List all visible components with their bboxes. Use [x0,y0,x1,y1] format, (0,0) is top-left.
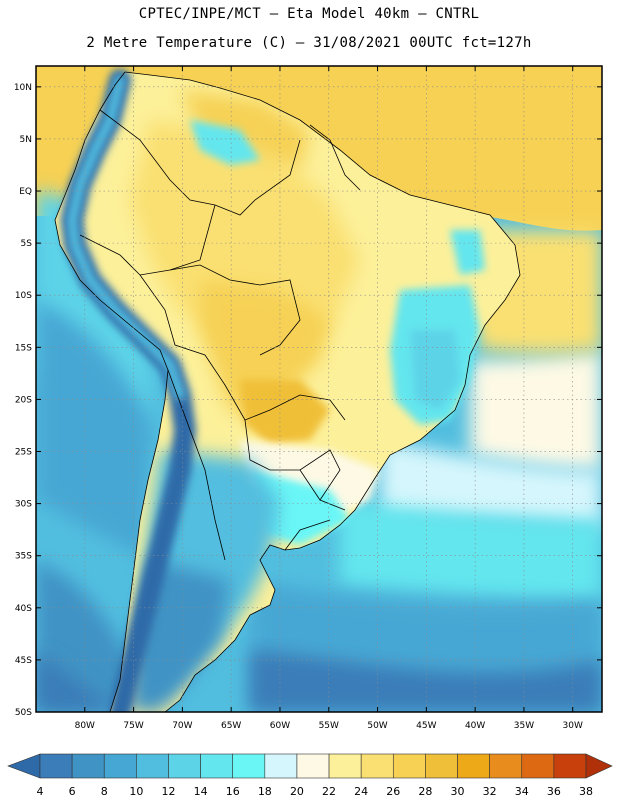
lat-tick-label: 10N [14,83,32,93]
temperature-field [36,66,602,712]
map-subtitle: 2 Metre Temperature (C) – 31/08/2021 00U… [86,35,532,51]
lon-tick-label: 50W [367,721,387,731]
lat-tick-label: EQ [19,187,32,197]
lat-tick-label: 25S [15,448,32,458]
lon-tick-label: 35W [514,721,534,731]
axis-tick-labels: 80W 75W 70W 65W 60W 55W 50W 45W 40W 35W 30W 10N 5N EQ… [14,83,583,731]
map-frame [35,65,603,713]
lat-tick-label: 10S [15,291,32,301]
lon-tick-label: 40W [465,721,485,731]
lon-tick-label: 70W [172,721,192,731]
lon-tick-label: 65W [221,721,241,731]
coastlines-and-borders [54,71,521,712]
lat-tick-label: 30S [15,500,32,510]
lon-tick-label: 60W [270,721,290,731]
lat-tick-label: 15S [15,343,32,353]
lat-tick-label: 50S [15,708,32,718]
lat-tick-label: 45S [15,656,32,666]
map-title: CPTEC/INPE/MCT – Eta Model 40km – CNTRL [138,6,480,22]
lat-tick-label: 5N [20,135,32,145]
lat-tick-label: 20S [15,395,32,405]
lon-tick-label: 30W [563,721,583,731]
lat-tick-label: 35S [15,552,32,562]
lat-tick-label: 40S [15,604,32,614]
lon-tick-label: 75W [123,721,143,731]
lon-tick-label: 55W [319,721,339,731]
lat-tick-label: 5S [21,239,33,249]
lon-tick-label: 80W [75,721,95,731]
lon-tick-label: 45W [416,721,436,731]
